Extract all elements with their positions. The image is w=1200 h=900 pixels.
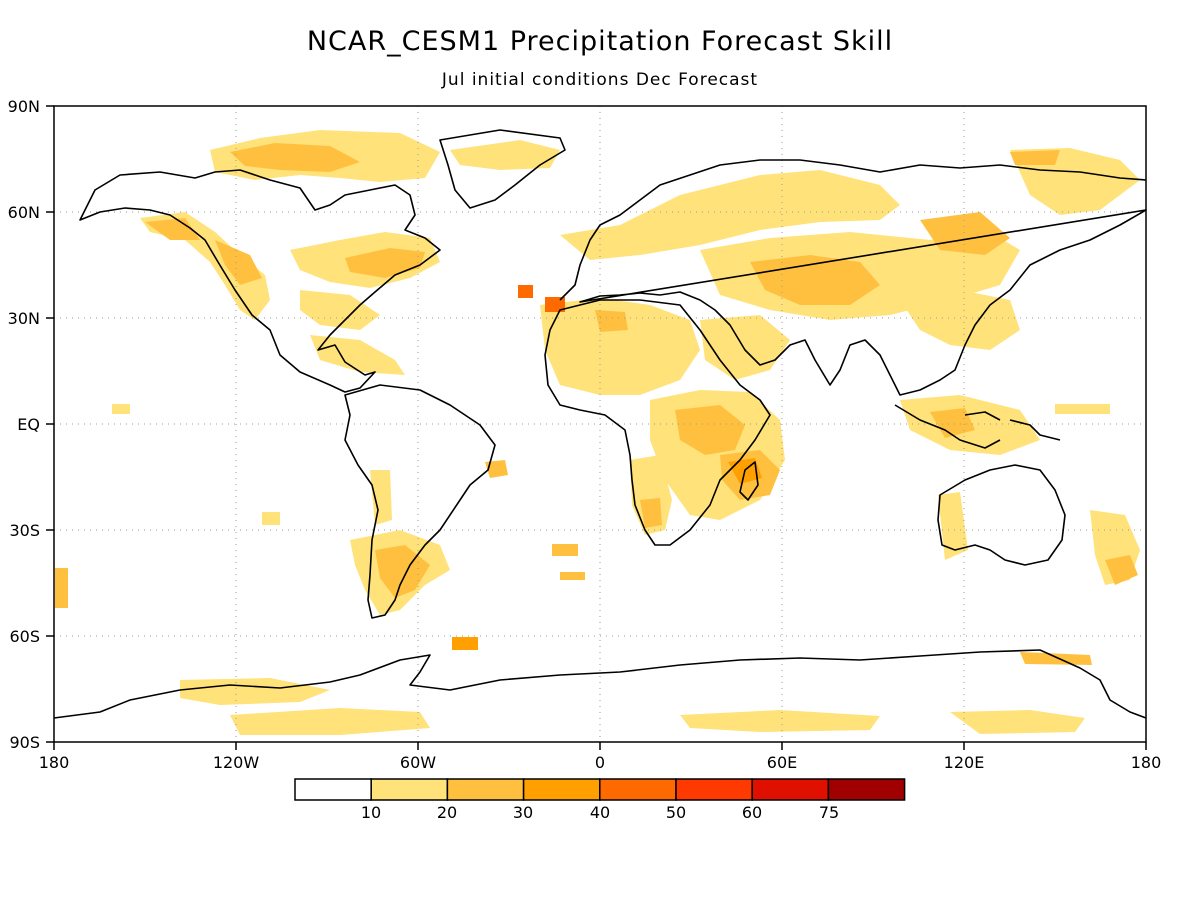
skill-region-antarctic-east-2	[950, 710, 1085, 734]
skill-region-europe	[560, 170, 900, 260]
coastlines	[53, 129, 1147, 719]
colorbar-box	[522, 778, 601, 801]
skill-region-ross-coast	[1020, 652, 1092, 665]
lon-label: 60E	[767, 753, 797, 772]
colorbar-label: 60	[742, 803, 762, 822]
skill-region-antarctic-interior	[230, 708, 430, 735]
skill-region-east-siberia-core	[1010, 150, 1060, 165]
colorbar-box	[446, 778, 525, 801]
lon-labels: 180 120W 60W 0 60E 120E 180	[39, 753, 1162, 772]
coastline-antarctica	[53, 649, 1147, 719]
colorbar-labels: 10 20 30 40 50 60 75	[361, 803, 839, 822]
colorbar-box	[675, 778, 753, 801]
colorbar-label: 20	[437, 803, 457, 822]
skill-patch-south-pacific	[262, 512, 280, 525]
chart-title: NCAR_CESM1 Precipitation Forecast Skill	[306, 26, 894, 57]
skill-region-sahara-spot	[595, 310, 628, 332]
colorbar-boxes	[294, 778, 906, 801]
skill-region-brazil-coast	[485, 460, 508, 478]
lat-label: 30S	[9, 521, 40, 540]
lon-label: 120W	[213, 753, 260, 772]
coastline-maritime	[894, 404, 1061, 449]
skill-region-canadian-arctic-core	[230, 143, 360, 172]
skill-patch-west-pacific	[1055, 404, 1110, 414]
coastline-africa	[544, 299, 771, 546]
tick-marks	[46, 105, 1147, 750]
lat-label: 60S	[9, 627, 40, 646]
skill-patch-far-west	[55, 568, 68, 608]
lat-label: 30N	[8, 309, 40, 328]
colorbar-label: 40	[590, 803, 610, 822]
skill-region-atlantic-spot	[545, 297, 565, 312]
coastline-eurasia	[559, 159, 1147, 396]
skill-patch-south-atlantic-2	[560, 572, 585, 580]
skill-region-greenland-north	[450, 140, 560, 170]
lon-label: 0	[595, 753, 605, 772]
chart-subtitle: Jul initial conditions Dec Forecast	[441, 70, 759, 90]
colorbar-box	[599, 778, 677, 801]
skill-shading	[55, 130, 1140, 735]
skill-region-middle-east	[700, 315, 790, 380]
lat-labels: 90N 60N 30N EQ 30S 60S 90S	[8, 97, 40, 752]
skill-patch-southern-ocean	[452, 637, 478, 650]
skill-region-alaska-core	[145, 218, 200, 240]
lat-label: 60N	[8, 203, 40, 222]
lon-label: 180	[39, 753, 70, 772]
colorbar-label: 10	[361, 803, 381, 822]
skill-region-south-america-core	[375, 545, 430, 598]
colorbar-label: 50	[666, 803, 686, 822]
skill-region-antarctic-west	[180, 678, 330, 705]
skill-patch-south-atlantic	[552, 544, 578, 556]
skill-region-antarctic-east	[680, 710, 880, 732]
coastline-australia	[937, 464, 1066, 566]
colorbar-box	[370, 778, 449, 801]
colorbar-box	[751, 778, 830, 801]
coastline-madagascar	[739, 461, 759, 501]
skill-region-atlantic-spot-2	[518, 285, 533, 298]
colorbar-box	[827, 778, 906, 801]
skill-region-east-africa-core	[675, 405, 745, 455]
coastline-north-america	[79, 169, 441, 393]
coastline-greenland	[439, 129, 566, 209]
skill-region-west-australia	[938, 492, 968, 560]
lon-label: 120E	[944, 753, 985, 772]
gridlines	[54, 106, 1146, 742]
lat-label: EQ	[17, 415, 40, 434]
coastline-south-america	[344, 384, 496, 619]
skill-region-east-asia	[900, 290, 1020, 350]
skill-region-west-africa-coast-core	[640, 498, 662, 528]
lon-label: 60W	[400, 753, 436, 772]
skill-region-sa-west-coast	[370, 470, 392, 525]
skill-region-siberia-core	[920, 212, 1010, 255]
skill-region-us-east	[300, 290, 380, 330]
colorbar-box	[294, 778, 372, 801]
lat-label: 90N	[8, 97, 40, 116]
skill-region-west-africa-coast	[630, 455, 672, 535]
colorbar-label: 75	[819, 803, 839, 822]
skill-region-nw-canada-core	[215, 240, 262, 285]
lon-label: 180	[1131, 753, 1162, 772]
colorbar-label: 30	[513, 803, 533, 822]
skill-region-east-australia-core	[1105, 555, 1138, 585]
skill-region-north-africa	[540, 298, 700, 395]
lat-label: 90S	[9, 733, 40, 752]
skill-patch-north-pacific	[112, 404, 130, 414]
colorbar: 10 20 30 40 50 60 75	[294, 778, 906, 822]
